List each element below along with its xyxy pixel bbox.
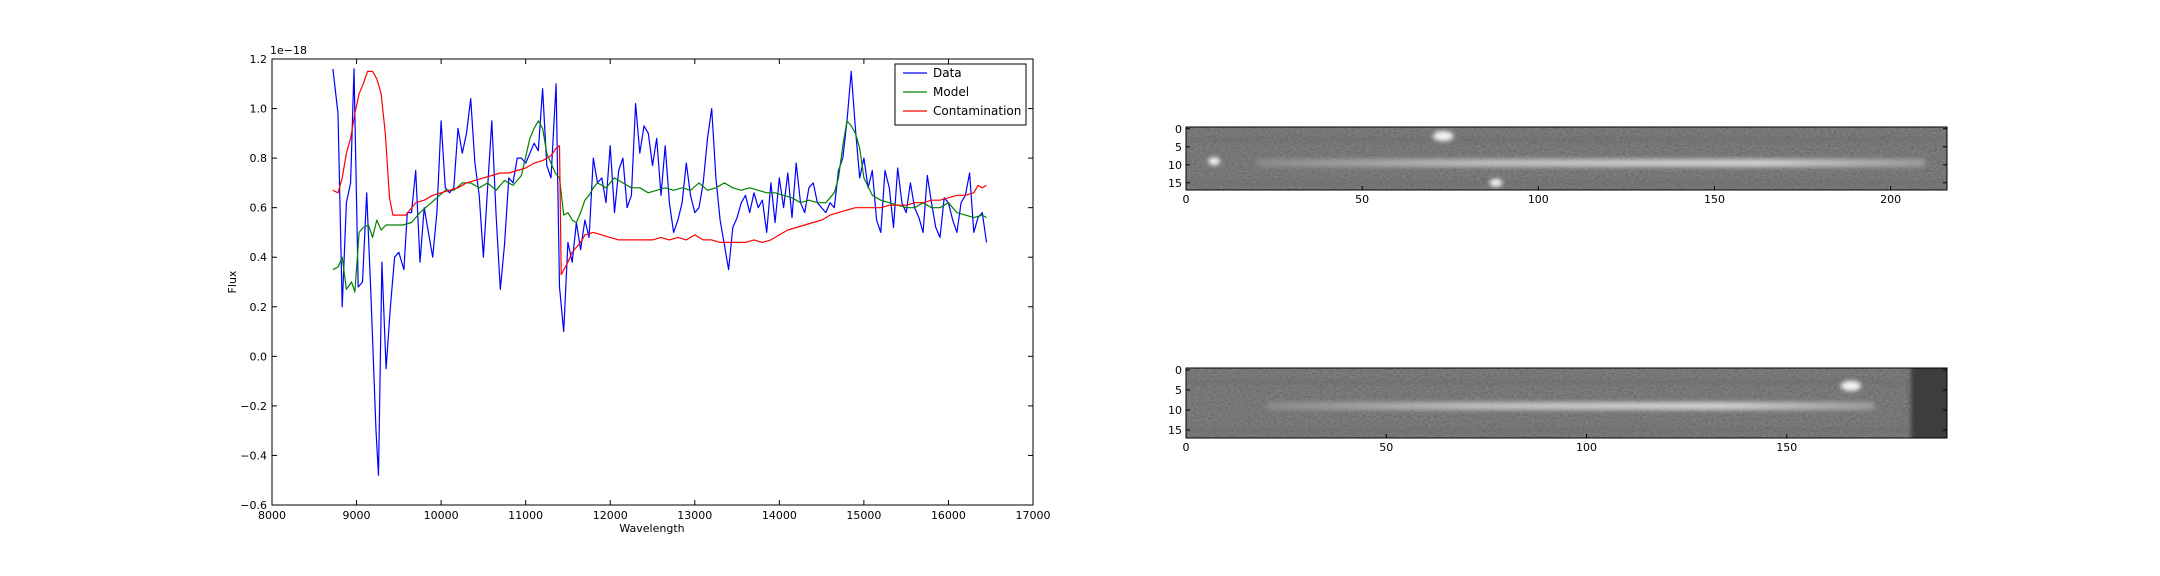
image-y-tick-label: 10: [1168, 159, 1182, 172]
spectrum-panel: 8000 9000 10000 11000 12000 13000 14000 15000 16…: [226, 44, 1051, 535]
x-tick-label: 12000: [593, 509, 628, 522]
image-y-tick-label: 0: [1175, 123, 1182, 136]
bright-spot: [1433, 131, 1454, 141]
y-tick-label: 0.2: [250, 301, 268, 314]
bright-spot: [1490, 178, 1503, 187]
image-y-tick-label: 5: [1175, 141, 1182, 154]
y-axis-label: Flux: [226, 270, 239, 293]
image-2-frame: [1185, 367, 1948, 439]
spectral-trace: [1266, 402, 1875, 410]
image-x-tick-label: 100: [1528, 193, 1549, 206]
image-1-frame: [1185, 126, 1948, 191]
y-tick-label: −0.6: [240, 499, 267, 512]
bright-spot: [1208, 157, 1221, 166]
image-dark-region: [1910, 368, 1947, 438]
spectrum-y-ticks: −0.6 −0.4 −0.2 0.0 0.2 0.4 0.6 0.8 1.0 1.2: [240, 53, 1033, 512]
image-x-tick-label: 200: [1880, 193, 1901, 206]
image-1-y-ticks: 0 5 10 15: [1168, 123, 1947, 190]
bright-spot: [1840, 381, 1861, 391]
image-x-tick-label: 0: [1183, 441, 1190, 454]
x-tick-label: 15000: [846, 509, 881, 522]
x-tick-label: 11000: [508, 509, 543, 522]
x-tick-label: 10000: [424, 509, 459, 522]
image-1-pixels: [1186, 127, 1947, 190]
x-tick-label: 9000: [343, 509, 371, 522]
image-x-tick-label: 50: [1379, 441, 1393, 454]
image-x-tick-label: 150: [1704, 193, 1725, 206]
spectrum-image-1: 0 50 100 150 200 0 5 10 15: [1168, 123, 1948, 206]
y-tick-label: 0.8: [250, 152, 268, 165]
image-y-tick-label: 0: [1175, 364, 1182, 377]
image-faint-row: [1186, 380, 1947, 384]
image-faint-row: [1186, 137, 1947, 142]
x-tick-label: 8000: [258, 509, 286, 522]
series-line-data: [332, 68, 988, 476]
legend-box: [894, 63, 1027, 126]
image-2-x-ticks: 0 50 100 150: [1183, 434, 1797, 454]
spectrum-axes-frame: [271, 58, 1034, 506]
series-line-contamination: [332, 70, 987, 276]
legend-label-data: Data: [933, 66, 962, 80]
image-y-tick-label: 15: [1168, 424, 1182, 437]
legend: Data Model Contamination: [894, 63, 1027, 126]
image-x-tick-label: 50: [1355, 193, 1369, 206]
y-tick-label: −0.4: [240, 449, 267, 462]
y-tick-label: 0.4: [250, 251, 268, 264]
x-axis-label: Wavelength: [619, 522, 684, 535]
image-x-tick-label: 0: [1183, 193, 1190, 206]
image-x-tick-label: 150: [1776, 441, 1797, 454]
y-tick-label: 0.6: [250, 202, 268, 215]
spectrum-lines: [332, 68, 988, 476]
image-y-tick-label: 10: [1168, 404, 1182, 417]
spectrum-x-ticks: 8000 9000 10000 11000 12000 13000 14000 15000 16…: [258, 59, 1051, 522]
legend-label-model: Model: [933, 85, 969, 99]
image-2-y-ticks: 0 5 10 15: [1168, 364, 1947, 437]
image-y-tick-label: 15: [1168, 177, 1182, 190]
spectrum-image-2: 0 50 100 150 0 5 10 15: [1168, 364, 1948, 454]
image-1-x-ticks: 0 50 100 150 200: [1183, 186, 1901, 206]
series-line-model: [332, 120, 987, 293]
y-tick-label: 1.2: [250, 53, 268, 66]
y-tick-label: 0.0: [250, 350, 268, 363]
spectrum-plot-area: [272, 59, 1033, 505]
legend-label-contamination: Contamination: [933, 104, 1021, 118]
image-2-pixels: [1186, 368, 1947, 438]
y-tick-label: −0.2: [240, 400, 267, 413]
image-faint-row: [1186, 180, 1947, 185]
x-tick-label: 16000: [931, 509, 966, 522]
image-faint-row: [1186, 428, 1947, 432]
image-x-tick-label: 100: [1576, 441, 1597, 454]
spectral-trace: [1256, 159, 1926, 167]
y-tick-label: 1.0: [250, 103, 268, 116]
x-tick-label: 14000: [762, 509, 797, 522]
x-tick-label: 13000: [677, 509, 712, 522]
image-y-tick-label: 5: [1175, 384, 1182, 397]
x-tick-label: 17000: [1016, 509, 1051, 522]
y-scale-offset: 1e−18: [270, 44, 307, 57]
